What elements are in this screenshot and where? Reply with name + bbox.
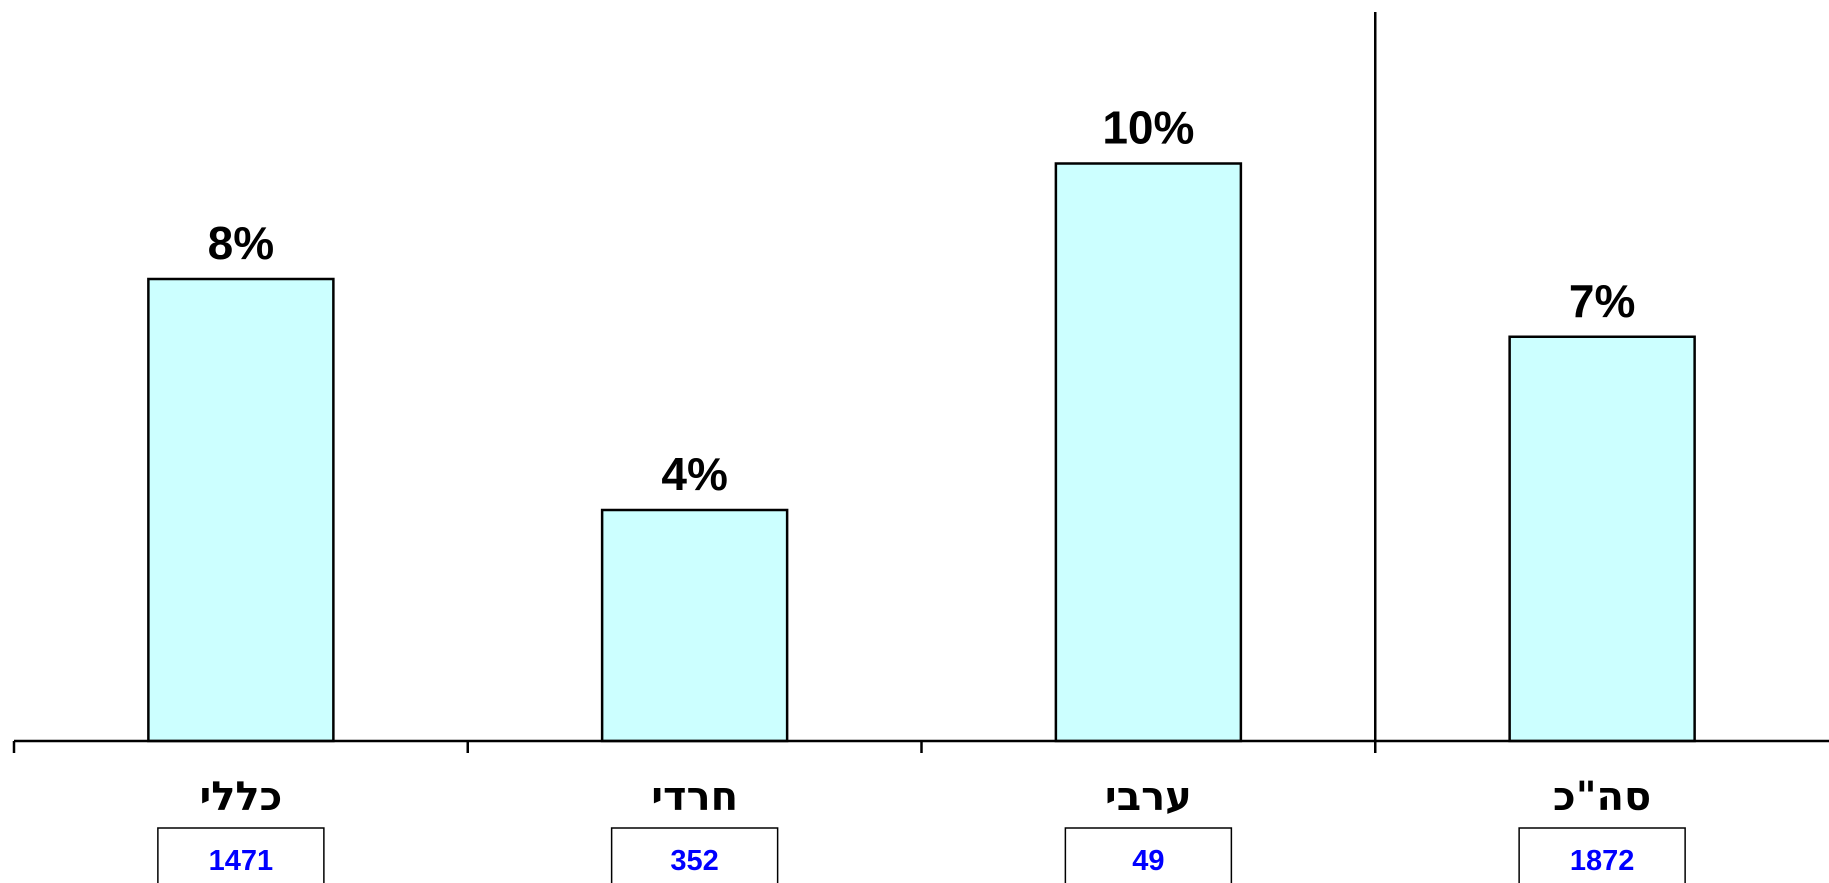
count-label-2: 352 xyxy=(670,845,718,877)
count-box-2 xyxy=(610,827,779,883)
value-label-2: 4% xyxy=(661,448,727,500)
bar-4 xyxy=(1508,335,1696,743)
bars-layer xyxy=(147,162,1696,743)
value-label-3: 10% xyxy=(1102,102,1194,154)
count-label-4: 1872 xyxy=(1570,845,1635,877)
count-box-1 xyxy=(157,827,325,883)
axis-layer xyxy=(12,12,1829,753)
bar-2 xyxy=(600,508,789,743)
count-label-3: 49 xyxy=(1132,845,1164,877)
bar-1 xyxy=(147,277,335,743)
count-box-3 xyxy=(1064,827,1233,883)
value-label-4: 7% xyxy=(1569,275,1635,327)
category-label-2: חרדי xyxy=(651,774,738,820)
category-label-3: ערבי xyxy=(1105,774,1192,820)
category-label-1: כללי xyxy=(199,774,282,820)
value-label-1: 8% xyxy=(208,217,274,269)
count-label-1: 1471 xyxy=(209,845,274,877)
bar-3 xyxy=(1054,162,1243,743)
category-label-4: סה"כ xyxy=(1553,774,1651,820)
count-box-4 xyxy=(1518,827,1686,883)
labels-layer: 8% כללי 1471 4% חרדי 352 10% ערבי 49 7% סה"כ 1872 xyxy=(157,102,1686,883)
